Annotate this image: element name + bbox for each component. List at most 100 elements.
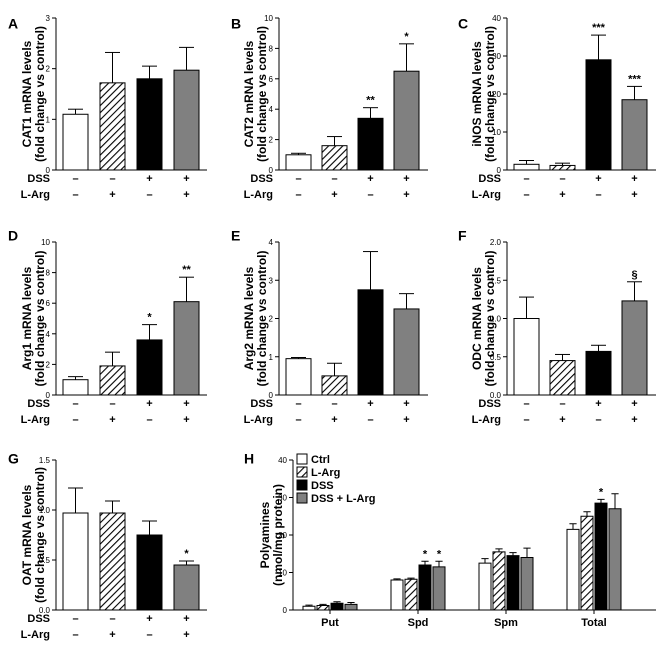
condition-sign-a: + (109, 189, 115, 201)
condition-sign-g: + (183, 629, 189, 641)
y-tick-label-f: 1.0 (490, 315, 502, 324)
bar-h (390, 579, 404, 611)
condition-sign-d: – (72, 414, 78, 426)
significance-marker-d: ** (182, 264, 191, 276)
condition-sign-f: + (595, 398, 601, 410)
y-tick-label-h: 40 (278, 456, 287, 465)
y-tick-label-g: 1.0 (39, 506, 51, 515)
condition-sign-f: – (595, 414, 601, 426)
bar-h (404, 578, 418, 611)
y-tick-label-b: 8 (269, 44, 274, 53)
condition-sign-d: + (146, 398, 152, 410)
condition-sign-c: – (523, 173, 529, 185)
bar-f (513, 318, 540, 396)
legend-swatch-h (296, 479, 308, 491)
condition-sign-b: + (331, 189, 337, 201)
condition-label-larg-g: L-Arg (21, 629, 50, 641)
condition-label-dss-d: DSS (27, 398, 50, 410)
panel-h: H Polyamines (nmol/mg protein) 0 10 20 30 40 Put… (244, 450, 656, 629)
condition-sign-e: – (331, 398, 337, 410)
condition-sign-g: – (146, 629, 152, 641)
condition-sign-c: – (595, 189, 601, 201)
bar-g (62, 512, 89, 611)
condition-sign-g: – (72, 613, 78, 625)
condition-sign-d: + (183, 414, 189, 426)
condition-sign-b: – (367, 189, 373, 201)
x-category-label-h: Total (581, 617, 606, 629)
bar-h (432, 566, 446, 611)
condition-sign-d: – (72, 398, 78, 410)
y-tick-label-b: 6 (269, 75, 274, 84)
y-axis-subtitle-g: (fold change vs control) (33, 467, 47, 603)
condition-sign-g: – (109, 613, 115, 625)
bar-h (520, 557, 534, 611)
y-tick-label-c: 30 (492, 52, 501, 61)
condition-sign-b: – (295, 173, 301, 185)
y-tick-label-a: 3 (46, 14, 51, 23)
bar-a (173, 69, 200, 171)
panel-e: E Arg2 mRNA levels (fold change vs control… (231, 227, 428, 426)
y-axis-title-c: iNOS mRNA levels (470, 41, 484, 147)
y-axis-subtitle-b: (fold change vs control) (255, 26, 269, 162)
bar-d (136, 339, 163, 396)
y-tick-label-f: 0.5 (490, 353, 502, 362)
bar-h (594, 502, 608, 611)
y-axis-subtitle-h: (nmol/mg protein) (271, 484, 285, 586)
condition-sign-g: + (183, 613, 189, 625)
condition-sign-f: – (523, 398, 529, 410)
condition-sign-f: + (559, 414, 565, 426)
significance-marker-b: * (404, 31, 409, 43)
y-axis-subtitle-c: (fold change vs control) (483, 26, 497, 162)
y-tick-label-d: 0 (46, 391, 51, 400)
bar-e (321, 375, 348, 396)
significance-marker-c: *** (592, 22, 606, 34)
condition-label-dss-c: DSS (478, 173, 501, 185)
y-axis-subtitle-f: (fold change vs control) (483, 250, 497, 386)
y-tick-label-h: 0 (283, 606, 288, 615)
condition-sign-b: + (403, 173, 409, 185)
condition-label-larg-a: L-Arg (21, 189, 50, 201)
y-tick-label-g: 1.5 (39, 456, 51, 465)
bar-h (580, 515, 594, 611)
condition-label-dss-e: DSS (250, 398, 273, 410)
panel-f: F ODC mRNA levels (fold change vs control)… (458, 227, 656, 426)
condition-label-larg-c: L-Arg (472, 189, 501, 201)
condition-label-larg-d: L-Arg (21, 414, 50, 426)
y-tick-label-h: 20 (278, 531, 287, 540)
significance-marker-h: * (423, 548, 428, 560)
bar-c (621, 99, 648, 171)
y-axis-subtitle-a: (fold change vs control) (33, 26, 47, 162)
bar-h (418, 564, 432, 611)
bar-f (585, 350, 612, 396)
bar-e (357, 289, 384, 396)
y-tick-label-f: 2.0 (490, 238, 502, 247)
condition-sign-g: – (72, 629, 78, 641)
bar-h (316, 605, 330, 611)
y-tick-label-h: 30 (278, 494, 287, 503)
y-tick-label-d: 6 (46, 299, 51, 308)
significance-marker-d: * (147, 312, 152, 324)
bar-h (478, 562, 492, 611)
condition-sign-c: – (559, 173, 565, 185)
legend-swatch-h (296, 466, 308, 478)
condition-sign-e: – (295, 398, 301, 410)
y-tick-label-d: 8 (46, 269, 51, 278)
condition-sign-e: – (367, 414, 373, 426)
y-tick-label-e: 1 (269, 353, 274, 362)
condition-sign-a: – (109, 173, 115, 185)
condition-sign-c: + (631, 189, 637, 201)
bar-a (62, 113, 89, 171)
y-tick-label-f: 0.0 (490, 391, 502, 400)
bar-c (513, 163, 540, 171)
y-axis-subtitle-d: (fold change vs control) (33, 250, 47, 386)
bar-h (330, 602, 344, 611)
bar-e (285, 358, 312, 396)
y-tick-label-c: 20 (492, 90, 501, 99)
bar-d (62, 379, 89, 396)
y-tick-label-a: 2 (46, 65, 51, 74)
bar-h (492, 551, 506, 611)
bar-h (608, 508, 622, 611)
condition-sign-b: + (367, 173, 373, 185)
